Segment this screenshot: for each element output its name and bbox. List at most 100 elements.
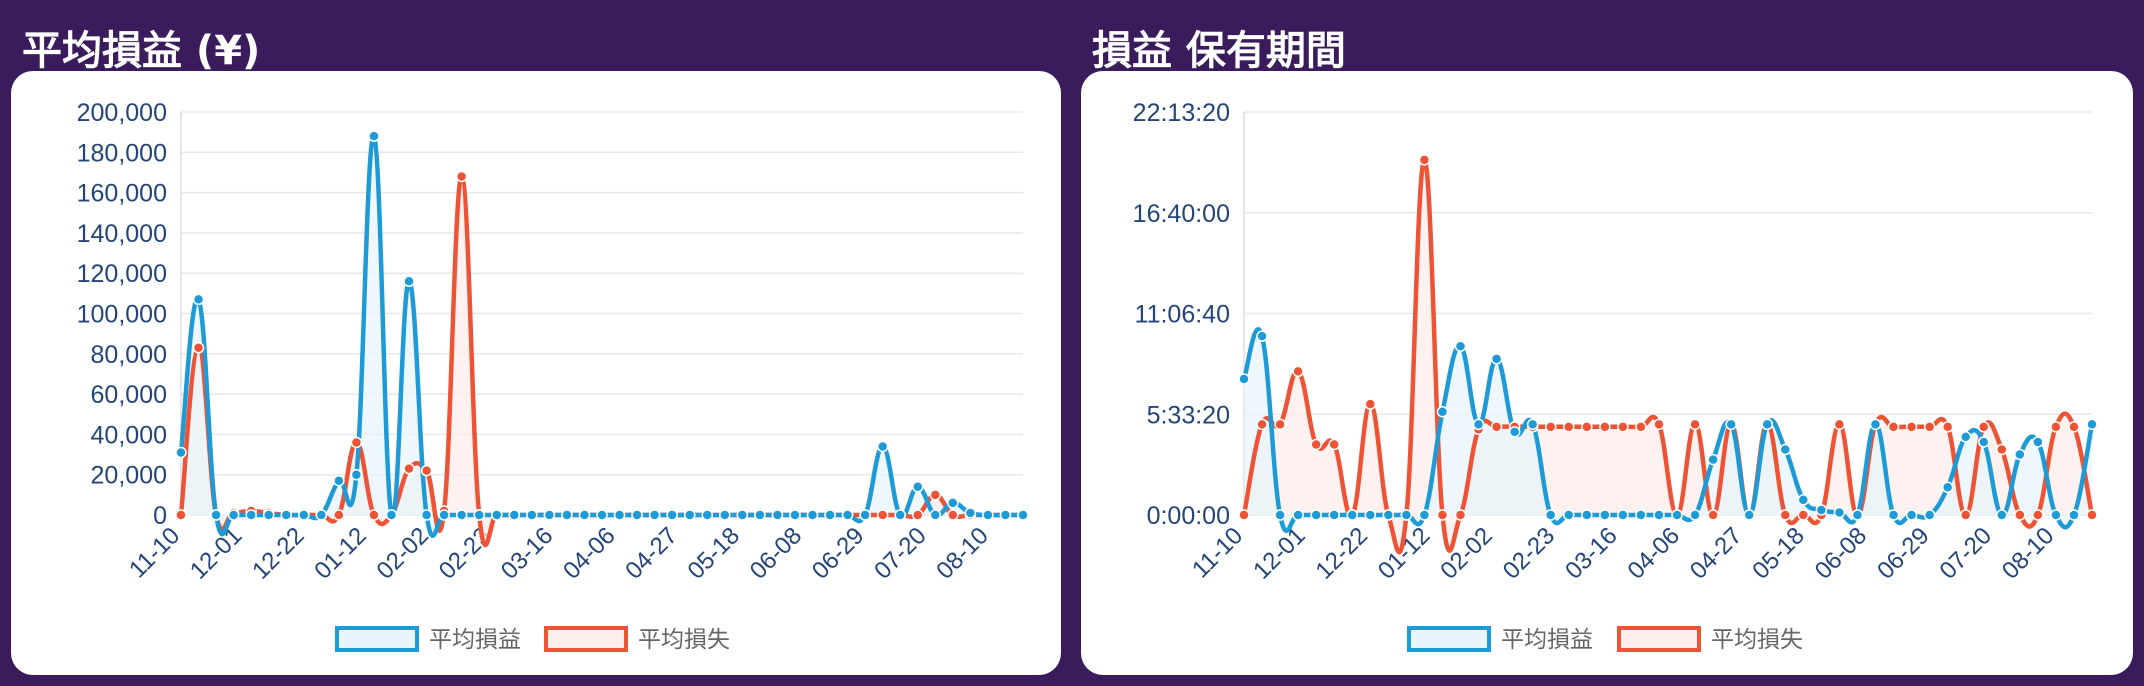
data-point <box>1490 421 1503 433</box>
data-point <box>543 509 556 521</box>
data-point <box>754 509 766 521</box>
data-point <box>666 509 678 521</box>
x-tick-label: 05-18 <box>683 522 746 585</box>
data-point <box>1581 509 1593 521</box>
data-point <box>631 509 643 521</box>
data-point <box>1887 421 1900 433</box>
data-point <box>1544 509 1557 521</box>
y-tick-label: 11:06:40 <box>1135 301 1230 329</box>
x-tick-label: 08-10 <box>1997 522 2060 585</box>
data-point <box>1996 443 2008 456</box>
series-area <box>181 136 1023 536</box>
y-tick-label: 0:00:00 <box>1147 502 1230 530</box>
data-point <box>1400 509 1413 521</box>
avg-pnl-chart-card: 0 20,000 40,000 60,000 80,000 100,000 120,000 1… <box>11 71 1061 675</box>
data-point <box>1364 509 1377 521</box>
data-point <box>192 342 205 354</box>
data-point <box>403 462 415 475</box>
right-panel-title: 損益 保有期間 <box>1092 28 1346 74</box>
data-point <box>491 509 503 521</box>
data-point <box>1959 509 1972 521</box>
x-tick-label: 06-29 <box>807 522 870 585</box>
y-tick-label: 22:13:20 <box>1133 99 1230 127</box>
data-point <box>596 509 608 521</box>
y-tick-label: 16:40:00 <box>1133 200 1230 228</box>
data-point <box>701 509 713 521</box>
data-point <box>333 509 345 521</box>
data-point <box>1833 506 1846 519</box>
data-point <box>1923 509 1936 521</box>
data-point <box>262 509 275 521</box>
holding-period-chart-card: 0:00:00 5:33:20 11:06:40 16:40:00 22:13:20 11… <box>1081 71 2133 675</box>
data-point <box>1689 418 1701 431</box>
data-point <box>192 293 205 306</box>
data-point <box>1256 330 1268 342</box>
data-point <box>1977 421 1990 433</box>
data-point <box>1599 509 1611 521</box>
y-tick-label: 160,000 <box>77 180 167 208</box>
legend-label: 平均損益 <box>1501 627 1593 653</box>
x-tick-label: 06-29 <box>1872 522 1935 585</box>
data-point <box>298 509 310 521</box>
y-tick-label: 20,000 <box>91 462 167 490</box>
data-point <box>1526 418 1539 431</box>
y-tick-label: 140,000 <box>77 220 167 248</box>
data-point <box>2086 509 2098 521</box>
data-point <box>1617 421 1629 433</box>
legend-label: 平均損益 <box>429 627 521 653</box>
data-point <box>894 509 906 521</box>
legend-label: 平均損失 <box>638 627 730 653</box>
data-point <box>315 509 328 521</box>
left-panel-title: 平均損益 (¥) <box>22 28 261 74</box>
data-point <box>1779 443 1792 456</box>
data-point <box>473 509 485 521</box>
data-point <box>526 509 538 521</box>
data-point <box>1815 504 1828 516</box>
data-point <box>1581 421 1593 433</box>
data-point <box>2068 421 2080 433</box>
data-point <box>1779 509 1792 521</box>
data-point <box>420 464 433 477</box>
x-tick-label: 05-18 <box>1747 522 1810 585</box>
data-point <box>1851 509 1864 521</box>
data-point <box>561 509 573 521</box>
data-point <box>2032 509 2044 521</box>
data-point <box>1653 509 1665 521</box>
data-point <box>789 509 801 521</box>
x-tick-label: 02-02 <box>372 522 435 585</box>
data-point <box>350 468 363 481</box>
legend-swatch <box>1407 626 1491 652</box>
series-line <box>178 174 1023 548</box>
data-point <box>648 509 661 521</box>
avg-pnl-chart: 0 20,000 40,000 60,000 80,000 100,000 120,000 1… <box>77 99 1029 653</box>
data-point <box>1238 509 1250 521</box>
x-tick-label: 03-16 <box>1560 522 1623 585</box>
y-tick-label: 40,000 <box>91 421 167 449</box>
data-point <box>1328 509 1340 521</box>
data-point <box>1923 421 1936 433</box>
data-point <box>1328 438 1340 451</box>
data-point <box>2014 448 2026 461</box>
data-point <box>1472 418 1485 431</box>
data-point <box>333 474 345 487</box>
data-point <box>438 509 450 521</box>
data-point <box>1833 418 1846 431</box>
data-point <box>1977 436 1990 448</box>
data-point <box>1454 340 1467 352</box>
data-point <box>1508 426 1521 438</box>
data-point <box>947 509 959 521</box>
data-point <box>1454 509 1467 521</box>
data-point <box>912 509 924 521</box>
data-point <box>1887 509 1900 521</box>
data-point <box>175 446 187 459</box>
data-point <box>1635 421 1647 433</box>
series-line <box>178 133 1023 538</box>
data-point <box>1761 418 1773 431</box>
data-point <box>1436 509 1449 521</box>
x-tick-label: 01-12 <box>309 522 372 585</box>
y-tick-label: 60,000 <box>91 381 167 409</box>
data-point <box>1869 418 1882 431</box>
data-point <box>1996 509 2008 521</box>
data-point <box>1274 418 1286 431</box>
data-point <box>806 509 819 521</box>
